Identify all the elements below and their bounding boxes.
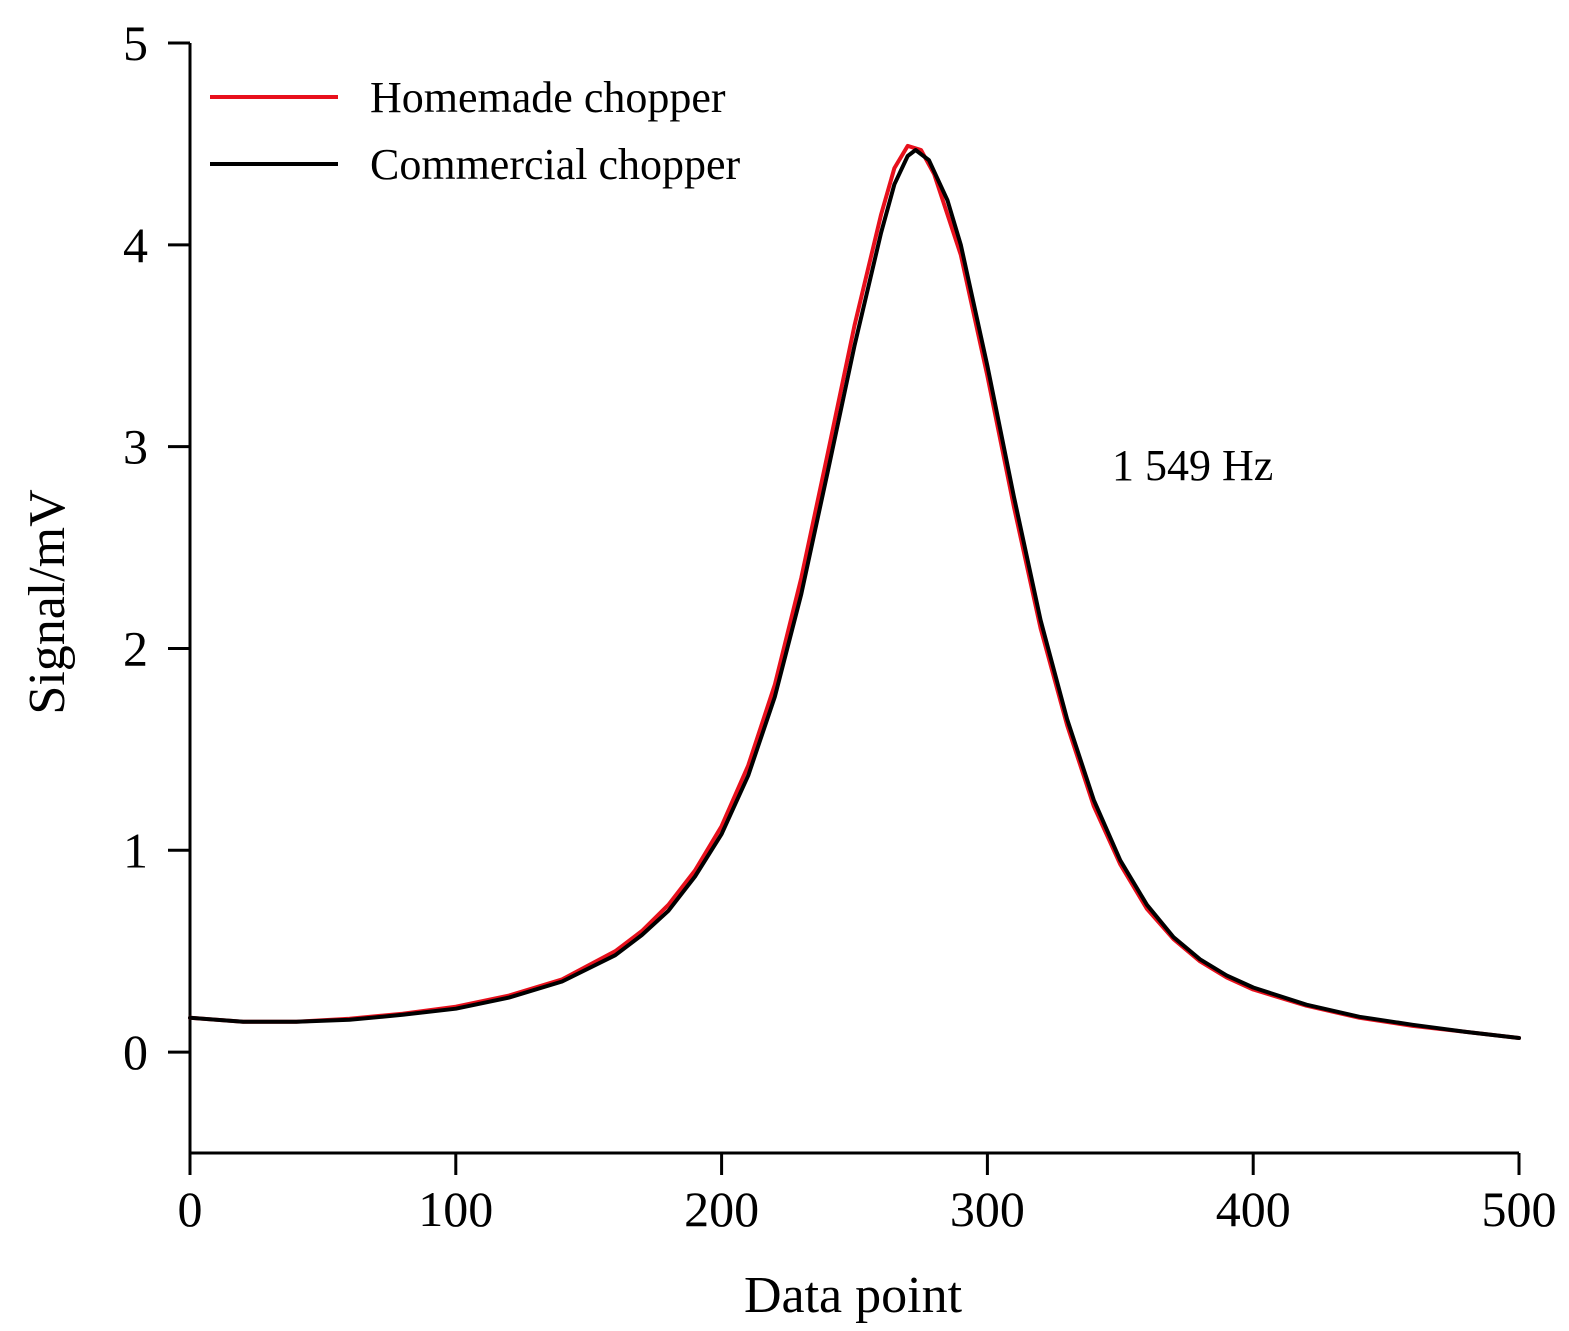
x-axis-title: Data point [744,1267,963,1324]
y-tick-label: 0 [123,1024,148,1080]
series-line-1 [188,148,1521,1040]
legend-label-1: Commercial chopper [370,140,741,189]
legend-label-0: Homemade chopper [370,73,726,122]
x-tick-label: 300 [950,1181,1025,1237]
x-tick-label: 100 [418,1181,493,1237]
frequency-annotation: 1 549 Hz [1112,441,1273,490]
y-axis-title: Signal/mV [19,489,76,714]
y-tick-label: 1 [123,822,148,878]
x-tick-label: 200 [684,1181,759,1237]
axes: 0 1 2 3 4 5 0 100 200 300 400 500 [123,15,1557,1237]
y-tick-label: 5 [123,15,148,71]
y-tick-label: 4 [123,217,148,273]
series-line-0 [188,143,1521,1040]
x-tick-label: 0 [178,1181,203,1237]
series-layer [188,143,1521,1040]
y-tick-label: 2 [123,620,148,676]
x-tick-label: 400 [1216,1181,1291,1237]
legend: Homemade chopper Commercial chopper [210,73,741,189]
y-tick-label: 3 [123,419,148,475]
x-tick-label: 500 [1482,1181,1557,1237]
